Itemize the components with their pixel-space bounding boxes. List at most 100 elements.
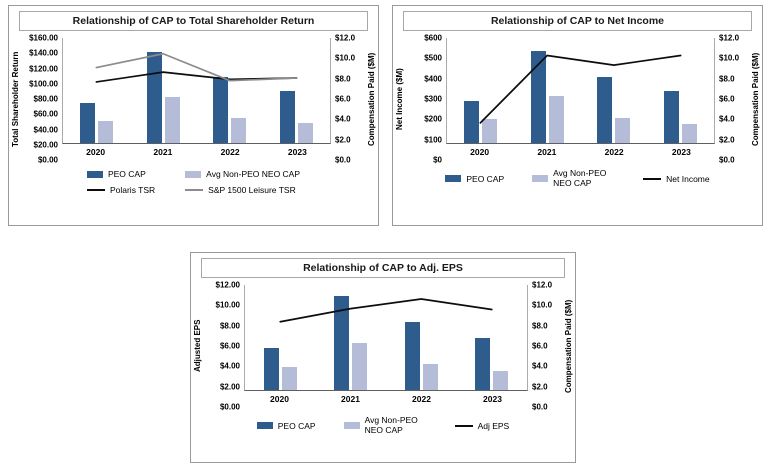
x-category-label: 2023	[671, 147, 691, 157]
legend-label: Polaris TSR	[109, 185, 156, 195]
bar-group-2023	[457, 285, 528, 390]
axis-tick-label: $2.0	[335, 135, 351, 145]
bar-avg-non-peo-neo-cap	[231, 117, 247, 143]
chart-title: Relationship of CAP to Net Income	[403, 11, 752, 31]
line-series-layer	[245, 285, 527, 390]
bar-avg-non-peo-neo-cap	[298, 122, 314, 143]
bar-group-2023	[263, 38, 330, 143]
right-axis-ticks: $12.0 $10.0 $8.0 $6.0 $4.0 $2.0 $0.0	[331, 34, 365, 165]
axis-tick-label: $4.00	[219, 361, 240, 371]
axis-tick-label: $4.0	[335, 114, 351, 124]
chart-body: Total Shareholder Return $160.00 $140.00 $…	[9, 34, 378, 165]
axis-tick-label: $10.0	[335, 53, 356, 63]
legend-item-avg-non-peo-neo-cap: Avg Non-PEO NEO CAP	[532, 168, 615, 189]
bar-peo-cap	[463, 101, 479, 143]
chart-panel-cap-vs-adj-eps: Relationship of CAP to Adj. EPS Adjusted…	[190, 252, 576, 463]
legend-label: Avg Non-PEO NEO CAP	[364, 415, 418, 435]
bar-peo-cap	[530, 51, 546, 143]
left-axis-ticks: $12.00 $10.00 $8.00 $6.00 $4.00 $2.00 $0.00	[204, 281, 244, 412]
legend-label: PEO CAP	[107, 169, 146, 179]
bar-avg-non-peo-neo-cap	[164, 96, 180, 143]
bar-peo-cap	[334, 295, 350, 390]
legend-item-peo-cap: PEO CAP	[86, 169, 155, 179]
x-axis-categories: 2020 2021 2022 2023	[244, 394, 528, 407]
right-axis-label: Compensation Paid ($M)	[751, 52, 760, 146]
legend-line-swatch	[643, 177, 662, 180]
bar-peo-cap	[213, 77, 229, 143]
axis-tick-label: $8.00	[219, 321, 240, 331]
legend-bar-swatch	[445, 175, 462, 183]
legend-item-s-p-1500-leisure-tsr: S&P 1500 Leisure TSR	[185, 185, 300, 195]
axis-tick-label: $6.0	[335, 94, 351, 104]
right-axis-label: Compensation Paid ($M)	[564, 299, 573, 393]
axis-tick-label: $20.00	[33, 140, 58, 150]
legend-item-peo-cap: PEO CAP	[445, 174, 504, 184]
chart-title: Relationship of CAP to Adj. EPS	[201, 258, 565, 278]
bar-group-2020	[245, 285, 316, 390]
bar-avg-non-peo-neo-cap	[682, 123, 698, 143]
legend-item-adj-eps: Adj EPS	[454, 421, 509, 431]
axis-tick-label: $6.0	[719, 94, 735, 104]
bar-peo-cap	[404, 321, 420, 390]
left-axis-ticks: $160.00 $140.00 $120.00 $100.00 $80.00 $60.00…	[22, 34, 62, 165]
legend-bar-swatch	[532, 175, 549, 183]
line-s-p-1500-leisure-tsr	[96, 54, 296, 81]
x-category-label: 2022	[220, 147, 240, 157]
legend-line-swatch	[454, 424, 473, 427]
bar-avg-non-peo-neo-cap	[615, 117, 631, 143]
axis-tick-label: $6.0	[532, 341, 548, 351]
axis-tick-label: $120.00	[29, 64, 58, 73]
axis-tick-label: $12.0	[335, 33, 356, 43]
plot-area	[244, 285, 528, 391]
x-axis-categories: 2020 2021 2022 2023	[446, 147, 715, 160]
bar-avg-non-peo-neo-cap	[97, 121, 113, 143]
right-axis-ticks: $12.0 $10.0 $8.0 $6.0 $4.0 $2.0 $0.0	[528, 281, 562, 412]
bar-peo-cap	[79, 102, 95, 143]
legend: PEO CAP Avg Non-PEO NEO CAP Polaris TSR S&P…	[9, 169, 378, 195]
x-category-label: 2021	[341, 394, 360, 404]
x-category-label: 2020	[86, 147, 106, 157]
bar-peo-cap	[280, 91, 296, 143]
bar-group-2020	[63, 38, 130, 143]
axis-tick-label: $8.0	[335, 74, 351, 84]
plot-column: 2020 2021 2022 2023	[446, 38, 715, 160]
chart-title-box: Relationship of CAP to Adj. EPS	[191, 253, 575, 280]
axis-tick-label: $6.00	[219, 341, 240, 351]
bar-group-2022	[581, 38, 648, 143]
left-axis-label: Total Shareholder Return	[11, 51, 20, 147]
legend: PEO CAP Avg Non-PEO NEO CAP Adj EPS	[191, 415, 575, 436]
bar-peo-cap	[475, 337, 491, 390]
axis-tick-label: $100.00	[29, 79, 58, 89]
legend-item-net-income: Net Income	[643, 174, 710, 184]
plot-area	[446, 38, 715, 144]
axis-tick-label: $140.00	[29, 48, 58, 58]
axis-tick-label: $10.0	[719, 53, 740, 63]
legend-label: PEO CAP	[277, 420, 316, 431]
chart-body: Adjusted EPS $12.00 $10.00 $8.00 $6.00 $4.00…	[191, 281, 575, 412]
right-axis-label: Compensation Paid ($M)	[367, 52, 376, 146]
legend-bar-swatch	[256, 422, 273, 430]
axis-tick-label: $0	[433, 155, 442, 165]
axis-tick-label: $0.0	[719, 155, 735, 165]
axis-tick-label: $2.00	[219, 382, 240, 392]
axis-tick-label: $300	[424, 94, 442, 104]
bar-avg-non-peo-neo-cap	[493, 370, 509, 390]
chart-panel-cap-vs-tsr: Relationship of CAP to Total Shareholder…	[8, 5, 379, 226]
axis-tick-label: $12.00	[215, 280, 240, 290]
plot-column: 2020 2021 2022 2023	[62, 38, 331, 160]
legend-line-swatch	[86, 189, 105, 191]
chart-title: Relationship of CAP to Total Shareholder…	[19, 11, 368, 31]
legend-label: S&P 1500 Leisure TSR	[208, 185, 296, 195]
axis-tick-label: $0.0	[335, 155, 351, 165]
bar-avg-non-peo-neo-cap	[352, 342, 368, 390]
axis-tick-label: $80.00	[33, 94, 58, 104]
axis-tick-label: $0.0	[532, 402, 548, 412]
left-axis-label: Net Income ($M)	[395, 68, 404, 130]
x-category-label: 2020	[470, 147, 490, 157]
axis-tick-label: $2.0	[719, 135, 735, 145]
x-category-label: 2023	[287, 147, 307, 157]
bar-avg-non-peo-neo-cap	[481, 119, 497, 143]
x-category-label: 2023	[483, 394, 502, 404]
legend-item-polaris-tsr: Polaris TSR	[86, 185, 156, 195]
axis-tick-label: $4.0	[532, 361, 548, 371]
